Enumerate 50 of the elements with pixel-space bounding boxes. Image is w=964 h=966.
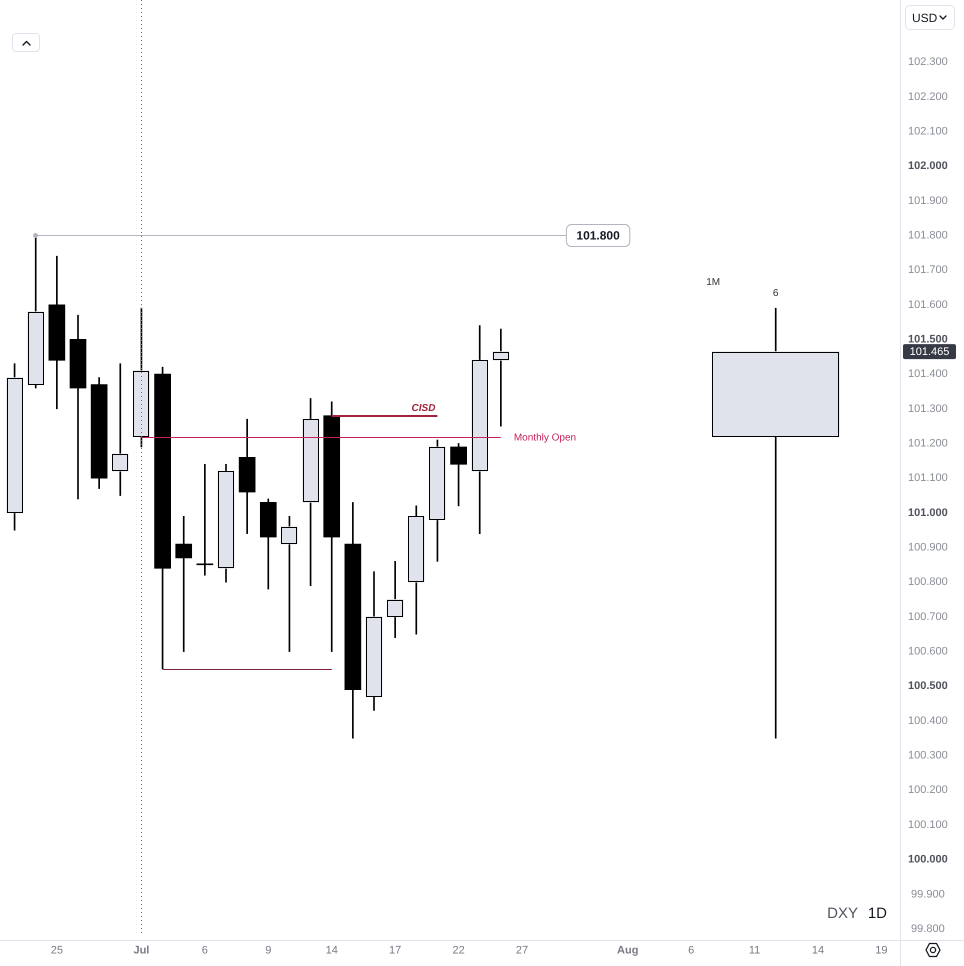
y-tick-label: 102.100 [908, 125, 948, 138]
y-tick-label: 100.400 [908, 714, 948, 727]
x-tick-label: 27 [516, 944, 528, 957]
candlestick [281, 516, 298, 652]
x-tick-label: 11 [748, 944, 760, 957]
ref-line-label: CISD [412, 402, 436, 414]
dropdown: USD [905, 5, 955, 30]
y-tick-label: 101.200 [908, 438, 948, 450]
annotation: DXY [827, 905, 858, 922]
x-tick-label: 9 [265, 944, 272, 957]
y-tick-label: 101.000 [908, 506, 948, 519]
annotation: 6 [772, 288, 779, 299]
x-tick-label: 25 [50, 944, 63, 957]
y-tick-label: 101.800 [908, 229, 948, 242]
y-tick-label: 100.100 [908, 818, 948, 831]
annotation: 1M [706, 277, 720, 288]
x-tick-label: 6 [688, 944, 694, 957]
y-tick-label: 100.200 [908, 784, 948, 796]
ref-line-label: Monthly Open [514, 432, 576, 444]
y-tick-label: 101.400 [908, 368, 948, 380]
y-tick-label: 101.100 [908, 472, 948, 484]
x-tick-label: 19 [875, 944, 888, 957]
x-tick-label: 6 [202, 944, 208, 957]
y-tick-label: 99.800 [911, 922, 945, 935]
y-tick-label: 102.200 [908, 90, 948, 103]
text: 101.465 [910, 346, 950, 358]
y-tick-label: 101.700 [908, 264, 948, 276]
y-axis-title: USD [912, 10, 938, 24]
y-tick-label: 102.000 [908, 160, 948, 172]
y-tick-label: 101.600 [908, 298, 948, 311]
y-tick-label: 100.000 [908, 854, 948, 866]
y-tick-label: 102.300 [908, 56, 948, 68]
x-tick-label: Aug [617, 944, 638, 957]
y-tick-label: 101.900 [908, 194, 948, 207]
y-tick-label: 100.600 [908, 646, 948, 658]
x-tick-label: 14 [326, 944, 338, 957]
y-tick-label: 100.800 [908, 576, 948, 588]
y-tick-label: 100.300 [908, 750, 948, 762]
ref-line-label: 101.800 [576, 228, 620, 242]
x-tick-label: Jul [133, 944, 150, 957]
y-tick-label: 101.300 [908, 402, 948, 415]
x-tick-label: 22 [452, 944, 465, 957]
y-tick-label: 101.500 [908, 333, 948, 346]
x-tick-label: 17 [389, 944, 402, 957]
y-tick-label: 100.900 [908, 542, 948, 554]
x-tick-label: 14 [812, 944, 824, 957]
y-tick-label: 100.700 [908, 610, 948, 623]
annotation: 1D [868, 905, 888, 922]
y-tick-label: 99.900 [911, 888, 945, 900]
y-tick-label: 100.500 [908, 680, 948, 692]
